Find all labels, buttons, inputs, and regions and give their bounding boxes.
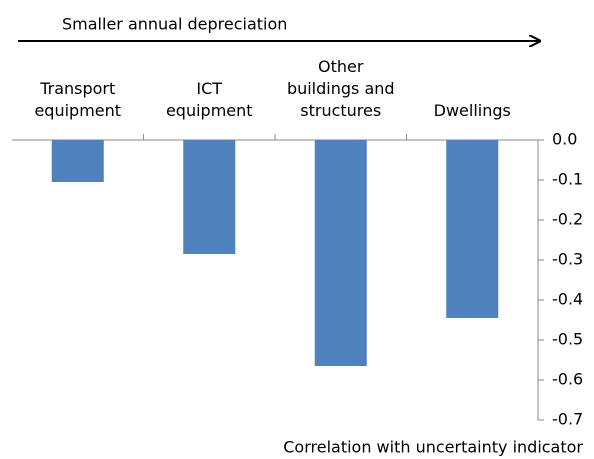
y-tick-label: -0.2 bbox=[552, 210, 583, 229]
category-label: ICT equipment bbox=[165, 79, 253, 120]
bar bbox=[183, 140, 236, 254]
y-tick-label: -0.1 bbox=[552, 170, 583, 189]
y-tick-label: 0.0 bbox=[552, 130, 577, 149]
bar bbox=[446, 140, 499, 318]
y-tick-label: -0.4 bbox=[552, 290, 583, 309]
y-tick-label: -0.3 bbox=[552, 250, 583, 269]
bar bbox=[314, 140, 367, 366]
y-tick-label: -0.6 bbox=[552, 370, 583, 389]
bar bbox=[51, 140, 104, 182]
category-label: Transport equipment bbox=[34, 79, 122, 120]
y-tick-label: -0.7 bbox=[552, 410, 583, 429]
annotation: Smaller annual depreciation bbox=[62, 15, 287, 34]
category-label: Dwellings bbox=[433, 101, 511, 120]
category-label: Other buildings and structures bbox=[286, 57, 395, 120]
x-axis-label: Correlation with uncertainty indicator bbox=[283, 438, 583, 457]
y-tick-label: -0.5 bbox=[552, 330, 583, 349]
